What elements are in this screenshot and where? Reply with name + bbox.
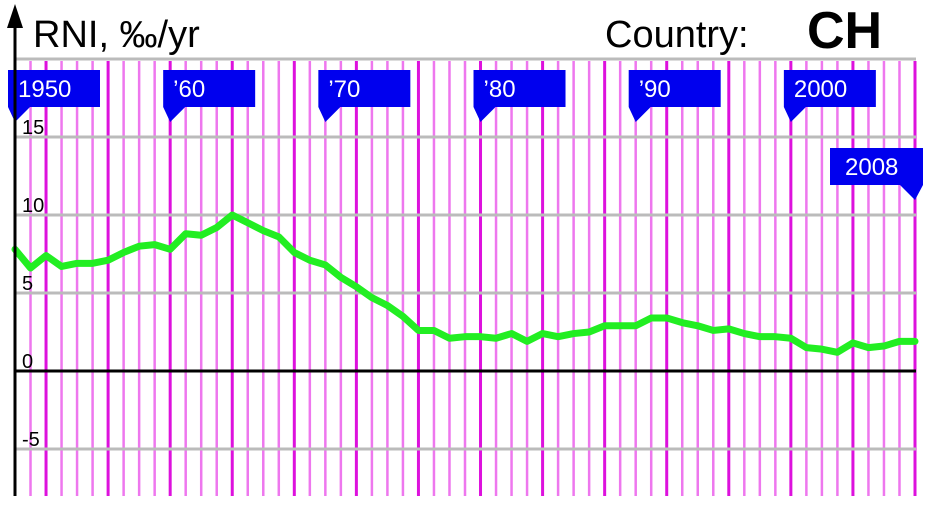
end-year-flag: 2008: [830, 148, 923, 200]
chart-title: RNI, ‰/yr: [33, 14, 200, 56]
flag-shape: [163, 70, 256, 122]
decade-flag-label: ’60: [173, 76, 205, 103]
y-tick-label: 15: [22, 117, 44, 139]
decade-flag-label: ’80: [484, 76, 516, 103]
flag-shape: [628, 70, 721, 122]
decade-flag: 1950: [8, 70, 100, 122]
flag-shape: [830, 148, 923, 200]
decade-flag: ’60: [163, 70, 256, 122]
decade-flag-label: 2000: [794, 76, 847, 103]
end-year-flag-label: 2008: [845, 154, 898, 181]
country-label: Country:: [605, 14, 749, 56]
country-code: CH: [807, 2, 882, 60]
flag-shape: [783, 70, 876, 122]
decade-flag-label: 1950: [18, 76, 71, 103]
flag-shape: [473, 70, 566, 122]
decade-flag-label: ’90: [639, 76, 671, 103]
y-tick-label: 0: [22, 351, 33, 373]
y-tick-label: -5: [22, 429, 40, 451]
decade-flag-label: ’70: [328, 76, 360, 103]
y-tick-label: 10: [22, 195, 44, 217]
decade-flag: ’70: [318, 70, 411, 122]
flag-shape: [8, 70, 100, 122]
decade-flag: ’90: [628, 70, 721, 122]
series-points: [14, 214, 916, 353]
y-axis-arrow-icon: [7, 4, 23, 28]
y-tick-label: 5: [22, 273, 33, 295]
decade-flag: 2000: [783, 70, 876, 122]
flag-shape: [318, 70, 411, 122]
decade-flag: ’80: [473, 70, 566, 122]
